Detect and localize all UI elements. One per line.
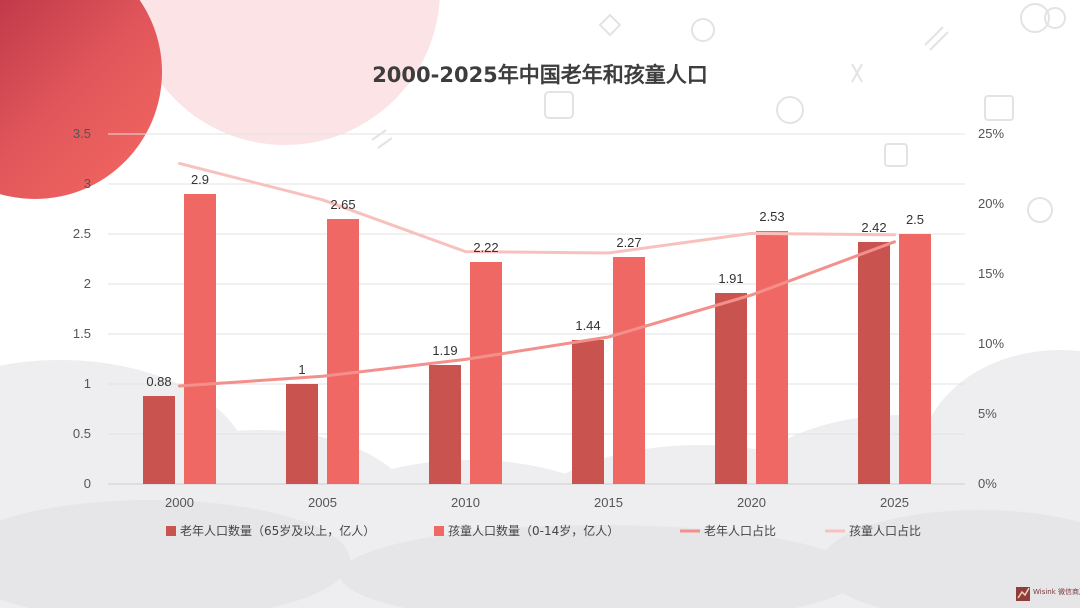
x-tick-label: 2025 — [880, 495, 909, 510]
children-bar — [899, 234, 931, 484]
cloud-shadow — [0, 500, 1080, 608]
chart-title: 2000-2025年中国老年和孩童人口 — [372, 63, 708, 87]
children-bar — [184, 194, 216, 484]
children-bar — [327, 219, 359, 484]
children-share-line — [178, 161, 896, 255]
elderly-bar-label: 2.42 — [861, 220, 886, 235]
elderly-bar — [572, 340, 604, 484]
gridlines — [108, 133, 965, 485]
children-bar — [470, 262, 502, 484]
elderly-bar-label: 1.44 — [575, 318, 600, 333]
bars — [143, 194, 931, 484]
children-bar-label: 2.27 — [616, 235, 641, 250]
y-right-tick-label: 5% — [978, 406, 997, 421]
doodle-icons — [371, 3, 1066, 223]
children-bar-label: 2.65 — [330, 197, 355, 212]
elderly-bar-label: 0.88 — [146, 374, 171, 389]
elderly-bar-label: 1 — [298, 362, 305, 377]
children-bar-label: 2.53 — [759, 209, 784, 224]
brand-text: Wisink 微信商声 — [1033, 587, 1080, 596]
y-left-tick-label: 2.5 — [73, 226, 91, 241]
x-tick-label: 2005 — [308, 495, 337, 510]
y-axis-left: 0 0.5 1 1.5 2 2.5 3 3.5 — [73, 126, 91, 491]
children-bar — [613, 257, 645, 484]
x-tick-label: 2000 — [165, 495, 194, 510]
y-left-tick-label: 1 — [84, 376, 91, 391]
children-bar-label: 2.5 — [906, 212, 924, 227]
y-left-tick-label: 1.5 — [73, 326, 91, 341]
elderly-bar — [715, 293, 747, 484]
y-right-tick-label: 10% — [978, 336, 1004, 351]
x-tick-label: 2010 — [451, 495, 480, 510]
children-bar-label: 2.9 — [191, 172, 209, 187]
legend-swatch — [166, 526, 176, 536]
legend-label: 孩童人口占比 — [849, 523, 921, 538]
x-tick-label: 2020 — [737, 495, 766, 510]
children-bar-label: 2.22 — [473, 240, 498, 255]
data-labels: 0.88 1 1.19 1.44 1.91 2.42 2.9 2.65 2.22 2.27 2.53… — [146, 172, 924, 389]
y-left-tick-label: 2 — [84, 276, 91, 291]
legend-label: 孩童人口数量（0-14岁，亿人） — [448, 523, 619, 538]
y-right-tick-label: 15% — [978, 266, 1004, 281]
legend-swatch — [434, 526, 444, 536]
y-left-tick-label: 0 — [84, 476, 91, 491]
legend-label: 老年人口数量（65岁及以上，亿人） — [180, 523, 375, 538]
elderly-share-line — [178, 240, 896, 388]
y-axis-right: 0% 5% 10% 15% 20% 25% — [978, 126, 1004, 491]
legend: 老年人口数量（65岁及以上，亿人） 孩童人口数量（0-14岁，亿人） 老年人口占比 孩… — [166, 523, 921, 538]
y-right-tick-label: 20% — [978, 196, 1004, 211]
y-left-tick-label: 0.5 — [73, 426, 91, 441]
y-right-tick-label: 25% — [978, 126, 1004, 141]
lines — [178, 161, 896, 388]
elderly-bar-label: 1.19 — [432, 343, 457, 358]
brand-logo — [1016, 587, 1030, 601]
elderly-bar-label: 1.91 — [718, 271, 743, 286]
red-circle-decoration — [0, 0, 162, 199]
elderly-bar — [858, 242, 890, 484]
children-bar — [756, 231, 788, 484]
x-axis: 2000 2005 2010 2015 2020 2025 — [165, 495, 909, 510]
elderly-bar — [286, 384, 318, 484]
y-left-tick-label: 3.5 — [73, 126, 91, 141]
elderly-bar — [429, 365, 461, 484]
pink-circle-decoration — [130, 0, 440, 145]
legend-label: 老年人口占比 — [704, 523, 776, 538]
y-right-tick-label: 0% — [978, 476, 997, 491]
y-left-tick-label: 3 — [84, 176, 91, 191]
x-tick-label: 2015 — [594, 495, 623, 510]
elderly-bar — [143, 396, 175, 484]
